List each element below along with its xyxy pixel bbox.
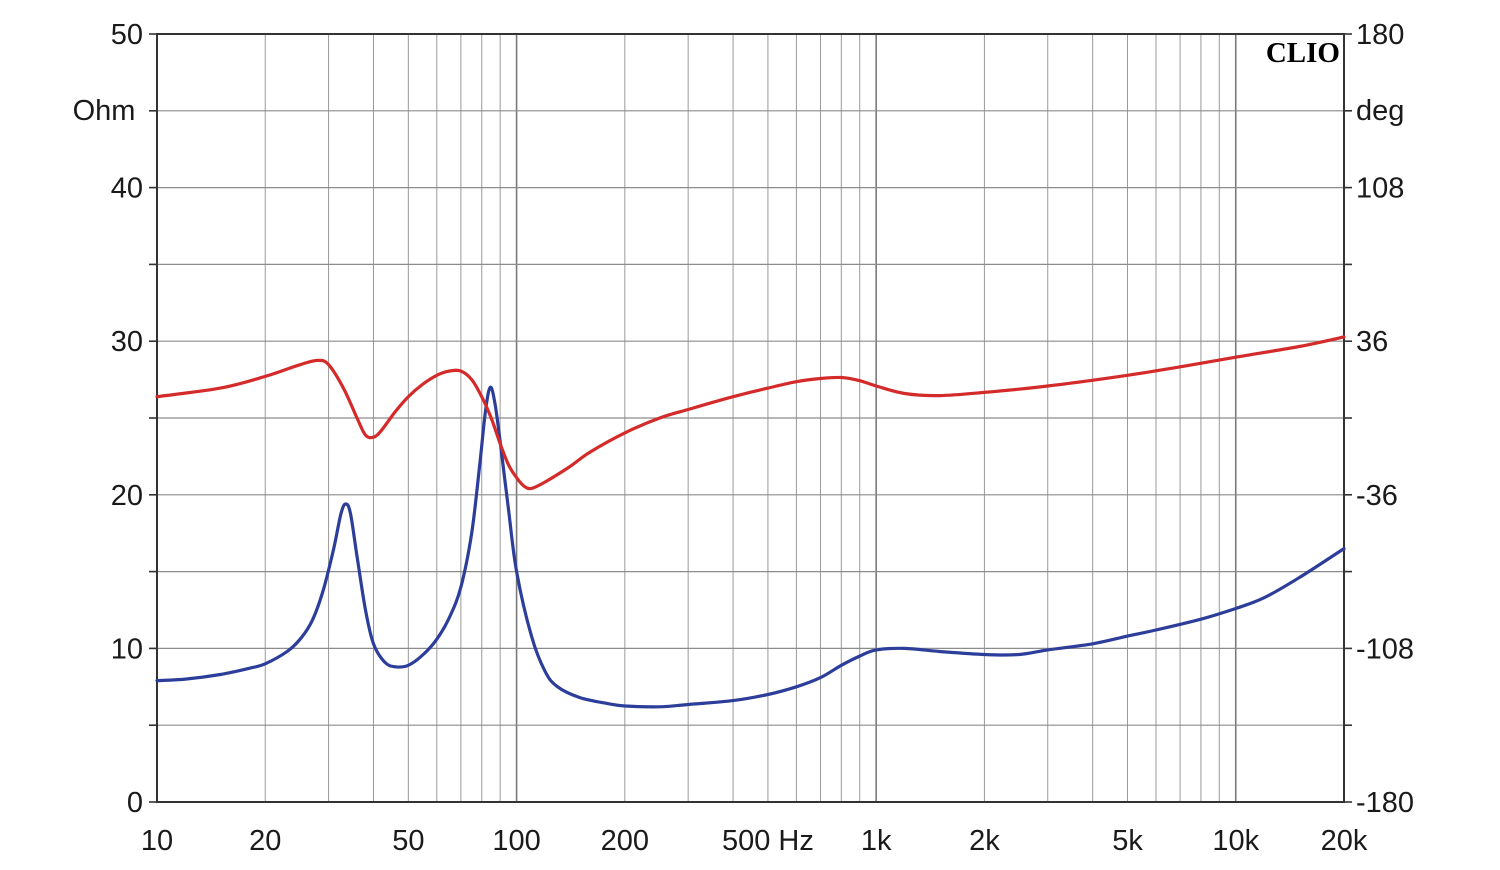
axis-ticks: 0 10 20 30 40 50 -180 -108 -36 36 108 180 10 20 50 100 2… <box>111 19 1414 857</box>
phase-series-line <box>155 335 1346 491</box>
x-tick-label: 100 <box>492 825 540 857</box>
right-y-tick-label: -108 <box>1356 633 1414 665</box>
right-y-tick-label: 108 <box>1356 173 1404 205</box>
x-tick-label: 20k <box>1321 825 1368 857</box>
x-tick-label: 20 <box>249 825 281 857</box>
impedance-series-line <box>155 385 1346 709</box>
right-y-tick-label: 36 <box>1356 326 1388 358</box>
right-y-tick-label: 180 <box>1356 19 1404 51</box>
x-tick-label: 50 <box>392 825 424 857</box>
right-y-tick-label: -180 <box>1356 787 1414 819</box>
left-y-tick-label: 20 <box>111 480 143 512</box>
left-axis-unit-label: Ohm <box>73 95 136 127</box>
series-layer <box>155 335 1346 709</box>
x-tick-label: 5k <box>1112 825 1143 857</box>
clio-brand-mark: CLIO <box>1266 37 1340 69</box>
right-y-tick-label: -36 <box>1356 480 1398 512</box>
x-tick-label: 1k <box>861 825 892 857</box>
x-tick-label: 200 <box>601 825 649 857</box>
left-y-tick-label: 0 <box>127 787 143 819</box>
x-tick-label: 500 Hz <box>722 825 814 857</box>
x-tick-label: 10 <box>141 825 173 857</box>
left-y-tick-label: 10 <box>111 633 143 665</box>
x-tick-label: 2k <box>969 825 1000 857</box>
major-grid <box>156 33 1345 803</box>
x-tick-label: 10k <box>1212 825 1259 857</box>
left-y-tick-label: 50 <box>111 19 143 51</box>
left-y-tick-label: 40 <box>111 173 143 205</box>
left-y-tick-label: 30 <box>111 326 143 358</box>
right-axis-unit-label: deg <box>1356 95 1404 127</box>
